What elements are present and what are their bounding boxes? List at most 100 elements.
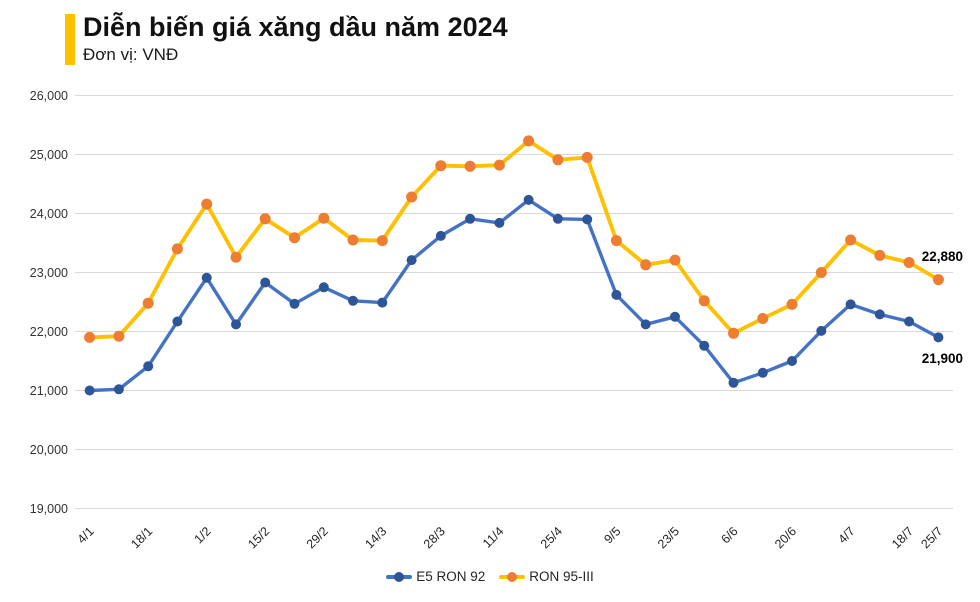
data-point-marker	[581, 151, 593, 163]
data-point-marker	[113, 330, 125, 342]
x-tick-label: 18/7	[889, 524, 916, 551]
data-point-marker	[932, 274, 944, 286]
chart-subtitle: Đơn vị: VNĐ	[83, 45, 179, 64]
chart-legend: E5 RON 92 RON 95-III	[0, 569, 980, 584]
data-point-marker	[904, 316, 915, 327]
data-point-marker	[874, 309, 885, 320]
x-tick-label: 14/3	[362, 524, 389, 551]
y-tick-label: 22,000	[30, 325, 68, 339]
data-point-marker	[552, 154, 564, 166]
data-point-marker	[787, 356, 797, 366]
x-tick-label: 23/5	[655, 524, 682, 551]
data-point-marker	[640, 259, 652, 271]
data-point-marker	[845, 299, 856, 310]
x-tick-label: 28/3	[421, 524, 448, 551]
data-point-marker	[610, 235, 622, 247]
y-tick-label: 24,000	[30, 207, 68, 221]
series-line	[87, 138, 941, 340]
data-point-marker	[523, 194, 534, 205]
y-axis-labels: 26,000 25,000 24,000 23,000 22,000 21,000 20,0…	[30, 89, 68, 516]
chart-header: Diễn biến giá xăng dầu năm 2024 Đơn vị: …	[65, 14, 508, 65]
data-point-marker	[845, 234, 857, 246]
data-point-marker	[465, 213, 476, 224]
legend-item-ron95: RON 95-III	[499, 569, 594, 584]
data-point-marker	[933, 332, 944, 343]
data-point-marker	[611, 289, 622, 300]
data-point-marker	[201, 272, 212, 283]
data-point-marker	[494, 217, 505, 228]
data-point-marker	[84, 385, 95, 396]
x-tick-label: 25/7	[918, 524, 945, 551]
series-e5-ron-92: 21,900	[84, 194, 963, 396]
data-point-marker	[670, 311, 680, 322]
y-tick-label: 25,000	[30, 148, 68, 162]
data-point-marker	[231, 319, 241, 330]
data-point-marker	[523, 135, 535, 147]
chart-title: Diễn biến giá xăng dầu năm 2024	[83, 12, 508, 42]
data-point-marker	[172, 316, 183, 327]
data-point-marker	[142, 297, 154, 309]
legend-dot-e5-ron92	[394, 571, 405, 582]
data-point-marker	[377, 297, 388, 308]
data-point-marker	[493, 159, 505, 171]
x-axis-labels: 4/1 18/1 1/2 15/2 29/2 14/3 28/3 11/4 25/4 9/5 23/…	[75, 524, 946, 551]
gridlines	[75, 95, 953, 509]
data-point-marker	[348, 295, 358, 306]
data-point-marker	[874, 249, 886, 261]
data-point-marker	[582, 214, 593, 225]
data-point-marker	[259, 213, 271, 225]
data-point-marker	[289, 298, 300, 309]
x-tick-label: 15/2	[245, 524, 272, 551]
y-tick-label: 26,000	[30, 89, 68, 103]
legend-label-e5-ron92: E5 RON 92	[416, 569, 486, 584]
data-point-marker	[464, 160, 476, 172]
data-point-marker	[84, 331, 96, 343]
data-point-marker	[435, 160, 447, 172]
data-point-marker	[406, 191, 418, 203]
data-point-marker	[289, 232, 300, 244]
data-point-marker	[699, 340, 710, 351]
title-block: Diễn biến giá xăng dầu năm 2024 Đơn vị: …	[83, 14, 508, 65]
legend-marker-e5-ron92-icon	[386, 571, 413, 582]
data-point-marker	[171, 243, 183, 255]
data-point-marker	[640, 319, 651, 330]
series-ron-95-iii: 22,880	[84, 135, 963, 343]
data-point-marker	[435, 230, 446, 241]
data-point-marker	[230, 251, 242, 263]
data-point-marker	[318, 212, 330, 224]
x-tick-label: 4/7	[835, 524, 857, 546]
x-tick-label: 1/2	[192, 524, 214, 546]
data-point-marker	[757, 367, 768, 378]
data-point-marker	[698, 295, 710, 307]
data-point-marker	[728, 327, 739, 339]
data-point-marker	[816, 325, 827, 336]
series-end-value-label: 21,900	[922, 351, 963, 366]
data-point-marker	[728, 377, 739, 388]
x-tick-label: 18/1	[128, 524, 155, 551]
data-point-marker	[786, 298, 798, 310]
y-tick-label: 20,000	[30, 443, 68, 457]
data-point-marker	[903, 257, 915, 268]
y-tick-label: 19,000	[30, 502, 68, 516]
data-point-marker	[815, 267, 827, 278]
series-end-value-label: 22,880	[922, 249, 963, 264]
data-point-marker	[552, 213, 563, 224]
x-tick-label: 9/5	[601, 524, 623, 546]
x-tick-label: 6/6	[718, 524, 740, 546]
series-line	[87, 198, 941, 393]
x-tick-label: 4/1	[75, 524, 97, 546]
title-accent-bar	[65, 14, 75, 65]
x-tick-label: 25/4	[538, 524, 565, 551]
data-point-marker	[260, 277, 271, 288]
data-point-marker	[143, 361, 154, 372]
data-point-marker	[669, 254, 681, 266]
x-tick-label: 11/4	[480, 524, 506, 550]
data-point-marker	[113, 384, 124, 395]
x-tick-label: 20/6	[772, 524, 799, 551]
data-point-marker	[406, 255, 417, 266]
legend-dot-ron95	[507, 571, 518, 582]
x-tick-label: 29/2	[304, 524, 331, 551]
data-point-marker	[201, 198, 213, 210]
legend-marker-ron95-icon	[499, 571, 526, 582]
